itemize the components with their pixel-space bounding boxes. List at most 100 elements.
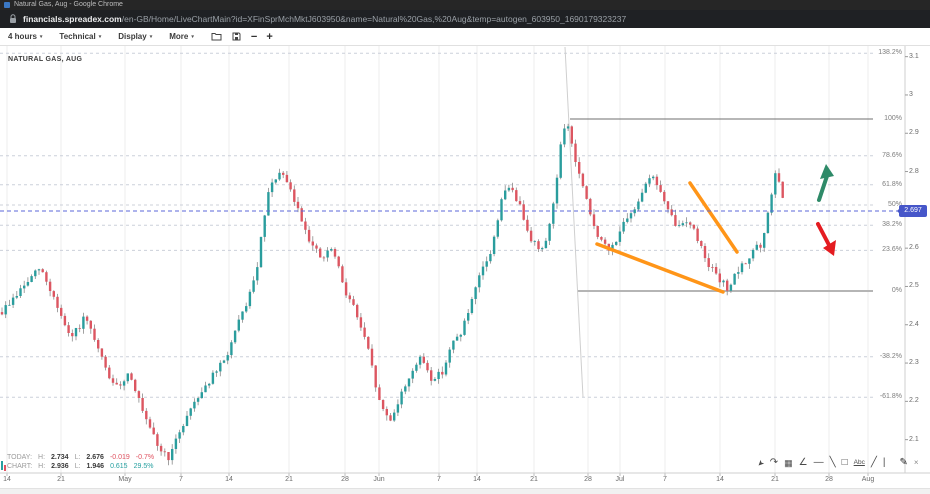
candle-body: [655, 176, 659, 186]
candle-body: [470, 299, 474, 313]
candle-body: [330, 249, 333, 251]
display-menu[interactable]: Display ▾: [118, 32, 152, 41]
candle-body: [119, 384, 122, 386]
candle-body: [529, 230, 533, 242]
table-tool-icon[interactable]: ▦: [784, 458, 793, 468]
candle-body: [178, 432, 181, 439]
candle-body: [407, 378, 411, 387]
candle-body: [437, 371, 440, 379]
open-icon[interactable]: [211, 32, 222, 41]
candle-body: [111, 378, 115, 383]
angle-tool-icon[interactable]: ∠: [798, 457, 808, 468]
close-tool-icon[interactable]: ×: [913, 458, 919, 467]
candle-body: [137, 391, 141, 398]
red-arrow-head: [823, 240, 836, 256]
more-menu-label: More: [169, 32, 189, 41]
chart-plot[interactable]: [0, 46, 930, 486]
candle-body: [426, 362, 429, 371]
candle-body: [385, 409, 388, 416]
candle-body: [19, 288, 22, 296]
candle-body: [34, 270, 37, 277]
candle-body: [396, 404, 400, 413]
candle-body: [204, 385, 207, 393]
url-bar[interactable]: financials.spreadex.com/en-GB/Home/LiveC…: [0, 10, 930, 28]
ray-tool-icon[interactable]: ╱: [870, 457, 877, 468]
candle-body: [252, 280, 255, 292]
candle-body: [622, 221, 625, 232]
zoom-out-button[interactable]: −: [250, 30, 258, 43]
candle-body: [237, 319, 240, 331]
candle-body: [45, 272, 48, 282]
candle-body: [163, 451, 166, 453]
candle-body: [115, 382, 118, 385]
candle-body: [41, 269, 44, 273]
candle-body: [185, 415, 189, 426]
corner-candle-mark: [1, 461, 3, 470]
candle-body: [418, 356, 422, 365]
vline-tool-icon[interactable]: |: [882, 457, 886, 468]
candle-body: [359, 317, 363, 328]
candle-body: [304, 221, 307, 230]
trendline-tool-icon[interactable]: ╲: [829, 457, 836, 468]
candle-body: [85, 316, 89, 321]
candle-body: [644, 183, 647, 193]
technical-menu[interactable]: Technical ▾: [59, 32, 101, 41]
technical-menu-label: Technical: [59, 32, 96, 41]
candle-body: [537, 241, 540, 250]
chart-label: CHART:: [7, 463, 33, 470]
candle-body: [541, 248, 544, 250]
window-title: Natural Gas, Aug - Google Chrome: [14, 1, 123, 8]
red-arrow: [816, 222, 831, 247]
candle-body: [93, 328, 96, 340]
candle-body: [603, 239, 607, 244]
candle-body: [670, 209, 673, 216]
candle-body: [363, 327, 366, 337]
candle-body: [241, 311, 244, 320]
candle-body: [356, 304, 359, 318]
candle-body: [26, 282, 30, 286]
candle-body: [404, 386, 407, 392]
timeframe-menu[interactable]: 4 hours ▾: [8, 32, 42, 41]
hline-tool-icon[interactable]: —: [813, 457, 824, 468]
candle-body: [326, 250, 329, 258]
candle-body: [315, 245, 318, 249]
pencil-tool-icon[interactable]: ✎: [899, 457, 908, 468]
candle-body: [663, 191, 666, 202]
chart-stats-row: CHART: H: 2.936 L: 1.946 0.615 29.5%: [7, 463, 153, 470]
candle-body: [515, 190, 518, 202]
zoom-in-button[interactable]: +: [266, 30, 273, 43]
candle-body: [381, 400, 385, 409]
candle-body: [430, 370, 433, 381]
more-menu[interactable]: More ▾: [169, 32, 194, 41]
candle-body: [737, 272, 740, 274]
candle-body: [770, 194, 773, 213]
candle-body: [208, 383, 211, 386]
candle-body: [130, 373, 133, 380]
candle-body: [618, 231, 622, 242]
candle-body: [740, 263, 744, 273]
candle-body: [478, 275, 481, 288]
save-icon[interactable]: [232, 32, 241, 41]
candle-body: [681, 223, 684, 226]
candle-body: [555, 177, 559, 204]
candle-body: [626, 218, 629, 222]
candle-body: [245, 306, 248, 312]
candle-body: [781, 181, 784, 198]
candle-body: [467, 313, 470, 321]
candle-body: [548, 223, 551, 241]
rect-tool-icon[interactable]: □: [841, 457, 848, 468]
candle-body: [52, 291, 55, 297]
candle-body: [526, 219, 529, 231]
text-tool-icon[interactable]: Abc: [853, 459, 865, 466]
candle-body: [141, 398, 144, 411]
chart-low-label: L:: [74, 463, 81, 470]
today-high-label: H:: [38, 454, 46, 461]
candle-body: [518, 201, 522, 205]
candle-body: [104, 356, 107, 368]
candle-body: [48, 281, 52, 291]
candle-body: [522, 204, 525, 220]
curve-tool-icon[interactable]: ↷: [769, 457, 779, 468]
candle-body: [504, 190, 507, 200]
candle-body: [589, 198, 592, 215]
candle-body: [415, 364, 418, 371]
